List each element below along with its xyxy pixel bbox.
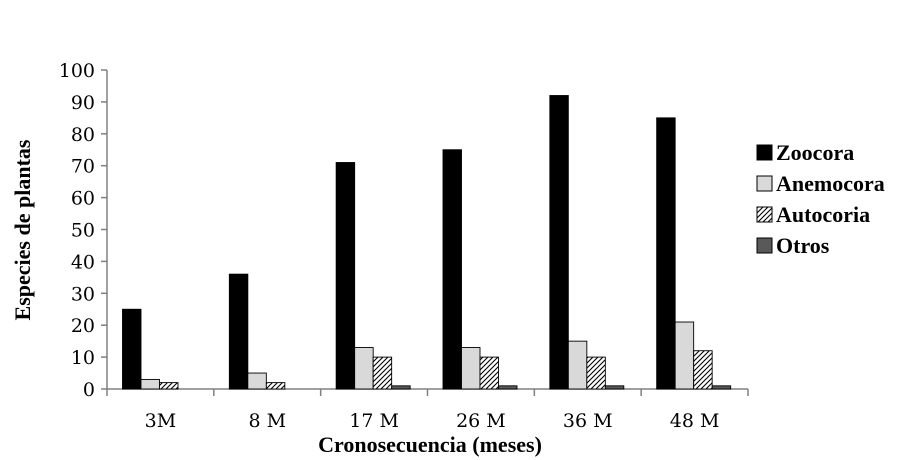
legend-label-anemocora: Anemocora [776, 171, 885, 196]
y-tick-label: 10 [71, 347, 95, 369]
bar-autocoria-1 [265, 382, 286, 390]
bar-anemocora-0 [140, 378, 160, 390]
x-tick-label: 26 M [456, 410, 506, 432]
bar-otros-4 [604, 385, 625, 390]
bar-otros-5 [711, 385, 732, 390]
legend-label-autocoria: Autocoria [776, 202, 870, 227]
bar-anemocora-1 [247, 372, 267, 390]
bars-group [122, 95, 732, 390]
legend-swatch-otros [756, 237, 773, 254]
bar-zoocora-2 [335, 162, 356, 390]
legend-label-otros: Otros [776, 233, 830, 258]
bar-otros-2 [391, 385, 411, 390]
x-tick-label: 36 M [563, 410, 613, 432]
x-axis-title: Cronosecuencia (meses) [318, 432, 542, 457]
bar-autocoria-4 [586, 356, 606, 390]
y-tick-label: 30 [71, 283, 95, 305]
x-axis: 3M 8 M 17 M 26 M 36 M 48 M [106, 388, 749, 432]
y-tick-label: 90 [71, 92, 95, 114]
y-tick-label: 100 [59, 60, 95, 82]
bar-autocoria-5 [693, 350, 713, 390]
bar-anemocora-3 [461, 347, 481, 390]
y-tick-label: 0 [83, 379, 95, 401]
bar-anemocora-2 [354, 347, 374, 390]
bar-zoocora-0 [122, 308, 142, 390]
bar-autocoria-0 [159, 382, 179, 390]
bar-zoocora-3 [442, 149, 462, 390]
y-tick-label: 40 [71, 251, 95, 273]
bar-autocoria-2 [372, 356, 393, 390]
x-tick-label: 3M [145, 410, 177, 432]
legend-swatch-autocoria [756, 206, 773, 223]
legend-swatch-anemocora [756, 175, 773, 192]
bar-zoocora-5 [656, 117, 676, 390]
bar-anemocora-4 [567, 340, 588, 390]
bar-zoocora-4 [549, 95, 569, 390]
y-tick-label: 60 [71, 188, 95, 210]
bar-autocoria-3 [479, 356, 499, 390]
y-tick-label: 20 [71, 315, 95, 337]
legend: Zoocora Anemocora Autocoria Otros [756, 140, 885, 258]
bar-anemocora-5 [674, 321, 695, 390]
y-axis-title: Especies de plantas [10, 139, 35, 320]
legend-swatch-zoocora [756, 144, 773, 161]
y-axis: 0 10 20 30 40 50 60 70 80 90 100 [59, 60, 108, 401]
bar-otros-3 [498, 385, 518, 390]
y-tick-label: 80 [71, 124, 95, 146]
y-tick-label: 50 [71, 220, 95, 242]
y-tick-label: 70 [71, 156, 95, 178]
x-tick-label: 48 M [670, 410, 720, 432]
bar-zoocora-1 [228, 273, 249, 390]
x-tick-label: 17 M [349, 410, 399, 432]
x-tick-label: 8 M [248, 410, 286, 432]
legend-label-zoocora: Zoocora [776, 140, 854, 165]
